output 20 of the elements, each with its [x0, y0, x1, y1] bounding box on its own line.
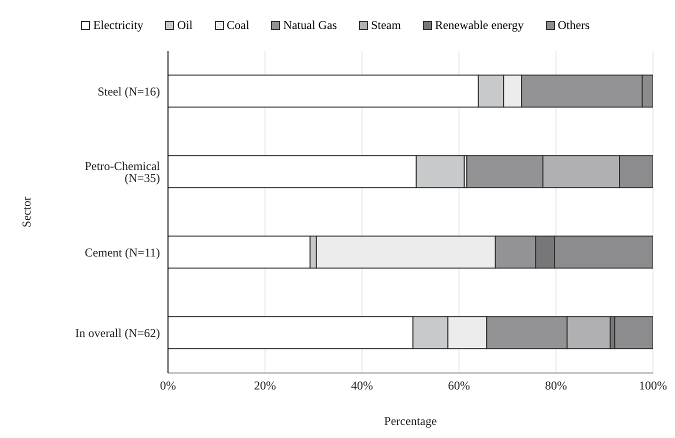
legend-label: Coal	[226, 18, 250, 33]
x-tick-label: 100%	[639, 378, 667, 393]
x-tick-label: 60%	[448, 378, 470, 393]
legend-label: Natual Gas	[282, 18, 337, 33]
y-tick-label: In overall (N=62)	[75, 326, 160, 340]
x-tick-label: 0%	[160, 378, 176, 393]
x-tick-label: 20%	[254, 378, 276, 393]
x-axis-title: Percentage	[384, 414, 437, 428]
y-tick-label: Cement (N=11)	[84, 246, 160, 260]
y-tick-label: Petro-Chemical (N=35)	[84, 159, 161, 186]
bar	[614, 316, 653, 350]
legend-label: Renewable energy	[434, 18, 524, 33]
y-axis-title: Sector	[19, 196, 34, 228]
legend-label: Others	[556, 18, 590, 33]
x-tick-label: 40%	[351, 378, 373, 393]
x-tick-label: 80%	[545, 378, 567, 393]
legend-label: Electricity	[92, 18, 144, 33]
legend-label: Oil	[176, 18, 193, 33]
legend-label: Steam	[370, 18, 401, 33]
y-tick-label: Steel (N=16)	[98, 84, 160, 99]
